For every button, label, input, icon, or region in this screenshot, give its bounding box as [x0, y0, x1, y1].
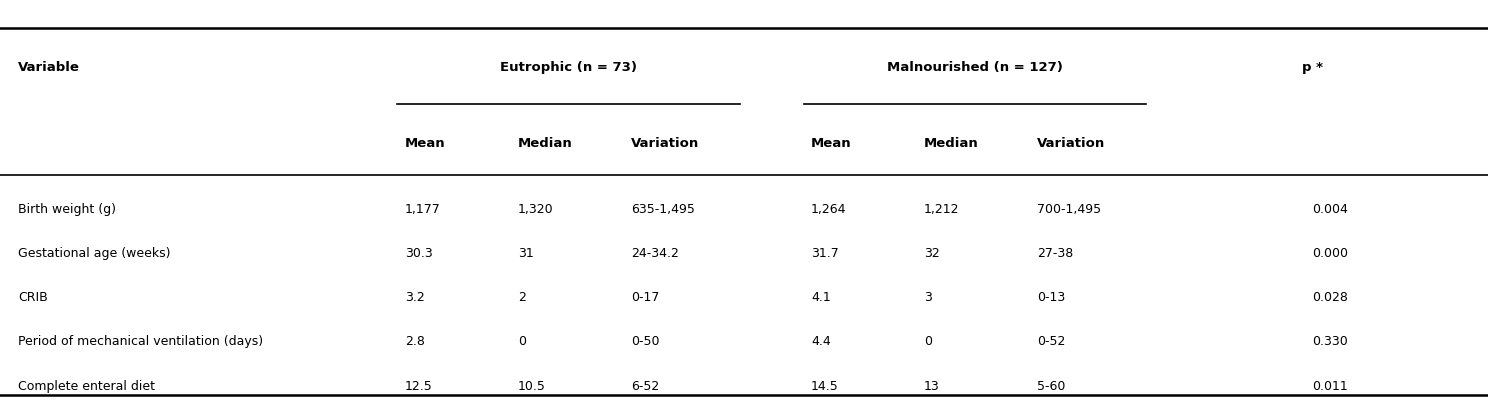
Text: Median: Median	[518, 137, 573, 150]
Text: 700-1,495: 700-1,495	[1037, 202, 1101, 215]
Text: p *: p *	[1302, 61, 1323, 74]
Text: 0: 0	[924, 335, 931, 348]
Text: 5-60: 5-60	[1037, 379, 1065, 392]
Text: 0.011: 0.011	[1312, 379, 1348, 392]
Text: Eutrophic (n = 73): Eutrophic (n = 73)	[500, 61, 637, 74]
Text: 30.3: 30.3	[405, 246, 433, 259]
Text: Variation: Variation	[631, 137, 699, 150]
Text: Malnourished (n = 127): Malnourished (n = 127)	[887, 61, 1062, 74]
Text: Median: Median	[924, 137, 979, 150]
Text: 1,264: 1,264	[811, 202, 847, 215]
Text: 0.028: 0.028	[1312, 290, 1348, 303]
Text: 13: 13	[924, 379, 940, 392]
Text: 14.5: 14.5	[811, 379, 839, 392]
Text: 4.1: 4.1	[811, 290, 830, 303]
Text: 0-13: 0-13	[1037, 290, 1065, 303]
Text: 3.2: 3.2	[405, 290, 424, 303]
Text: 32: 32	[924, 246, 940, 259]
Text: 0: 0	[518, 335, 525, 348]
Text: 10.5: 10.5	[518, 379, 546, 392]
Text: 0-17: 0-17	[631, 290, 659, 303]
Text: 6-52: 6-52	[631, 379, 659, 392]
Text: 0-52: 0-52	[1037, 335, 1065, 348]
Text: 31.7: 31.7	[811, 246, 839, 259]
Text: 2.8: 2.8	[405, 335, 424, 348]
Text: 0.330: 0.330	[1312, 335, 1348, 348]
Text: Variable: Variable	[18, 61, 80, 74]
Text: Complete enteral diet: Complete enteral diet	[18, 379, 155, 392]
Text: Mean: Mean	[811, 137, 851, 150]
Text: Period of mechanical ventilation (days): Period of mechanical ventilation (days)	[18, 335, 263, 348]
Text: 0.000: 0.000	[1312, 246, 1348, 259]
Text: 635-1,495: 635-1,495	[631, 202, 695, 215]
Text: 1,212: 1,212	[924, 202, 960, 215]
Text: 0.004: 0.004	[1312, 202, 1348, 215]
Text: 24-34.2: 24-34.2	[631, 246, 679, 259]
Text: 27-38: 27-38	[1037, 246, 1073, 259]
Text: Mean: Mean	[405, 137, 445, 150]
Text: Gestational age (weeks): Gestational age (weeks)	[18, 246, 170, 259]
Text: 0-50: 0-50	[631, 335, 659, 348]
Text: 4.4: 4.4	[811, 335, 830, 348]
Text: 1,177: 1,177	[405, 202, 440, 215]
Text: Variation: Variation	[1037, 137, 1106, 150]
Text: 2: 2	[518, 290, 525, 303]
Text: 3: 3	[924, 290, 931, 303]
Text: 12.5: 12.5	[405, 379, 433, 392]
Text: Birth weight (g): Birth weight (g)	[18, 202, 116, 215]
Text: CRIB: CRIB	[18, 290, 48, 303]
Text: 31: 31	[518, 246, 534, 259]
Text: 1,320: 1,320	[518, 202, 554, 215]
